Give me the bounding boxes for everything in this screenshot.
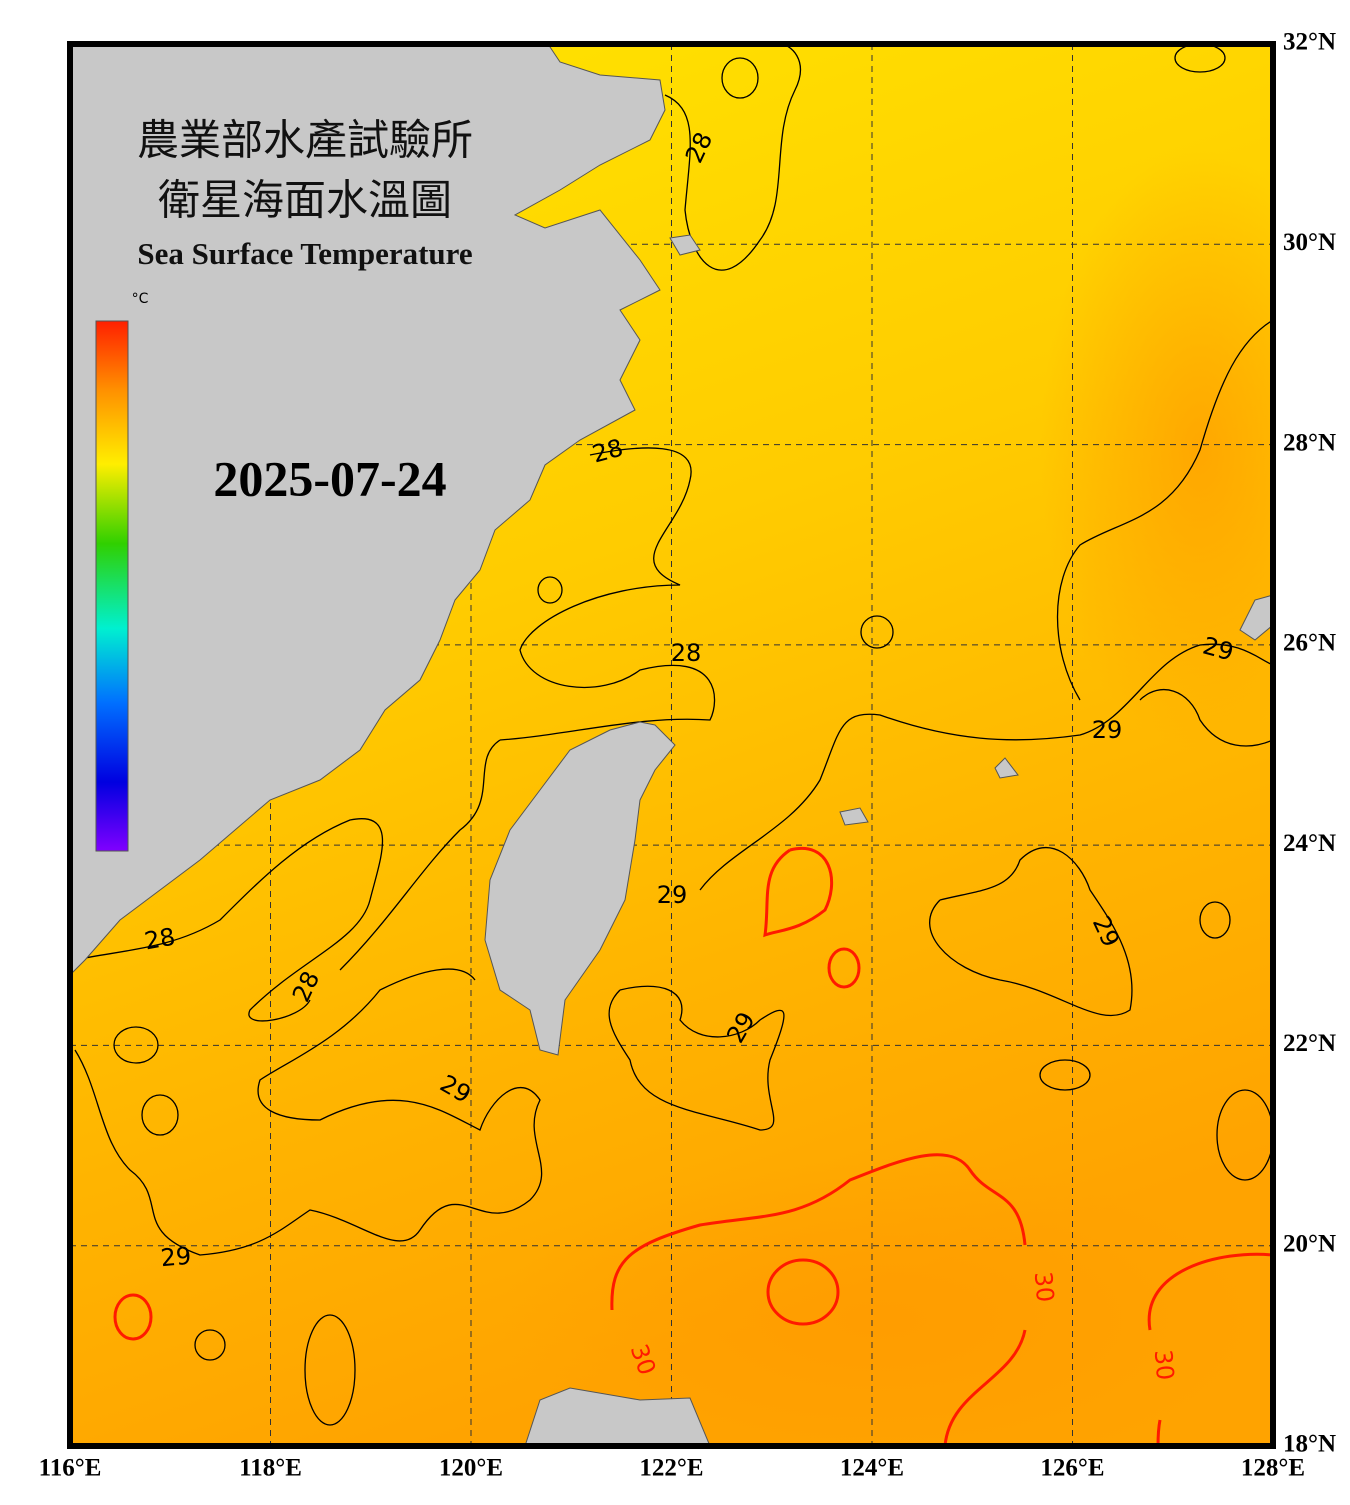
contour bbox=[763, 846, 834, 938]
title-line: 衛星海面水溫圖 bbox=[158, 179, 452, 225]
warm-area bbox=[1040, 150, 1273, 750]
contour-label: 29 bbox=[159, 1242, 192, 1273]
contour bbox=[1216, 1089, 1273, 1181]
map-area bbox=[70, 44, 1273, 1446]
contour-label: 29 bbox=[1092, 716, 1123, 744]
contour-label: 28 bbox=[671, 639, 702, 667]
contours-red bbox=[113, 846, 1273, 1446]
colorbar-unit: °C bbox=[132, 291, 149, 307]
contour bbox=[74, 968, 543, 1256]
contour bbox=[141, 1094, 179, 1136]
contour bbox=[608, 985, 785, 1131]
contour bbox=[304, 1314, 356, 1426]
contour bbox=[1056, 319, 1273, 701]
lon-tick-label: 126°E bbox=[1040, 1455, 1104, 1482]
contour bbox=[113, 1293, 153, 1341]
contour bbox=[1139, 689, 1273, 747]
contour bbox=[721, 57, 759, 99]
contour bbox=[339, 739, 501, 971]
contour bbox=[499, 447, 716, 741]
island bbox=[994, 757, 1019, 779]
contour bbox=[1174, 44, 1226, 73]
lat-tick-label: 24°N bbox=[1283, 830, 1336, 857]
lon-tick-label: 118°E bbox=[239, 1455, 302, 1482]
island bbox=[839, 807, 869, 826]
contour bbox=[194, 1329, 226, 1361]
contour bbox=[610, 1153, 1027, 1311]
contour bbox=[113, 1026, 159, 1064]
contour-label: 28 bbox=[142, 923, 177, 956]
contour bbox=[1147, 1252, 1273, 1331]
taiwan bbox=[484, 721, 676, 1056]
lon-tick-label: 116°E bbox=[39, 1455, 102, 1482]
luzon bbox=[524, 1387, 711, 1446]
colorbar: °C bbox=[95, 291, 149, 852]
lon-tick-label: 128°E bbox=[1241, 1455, 1305, 1482]
axes: 116°E 118°E 120°E 122°E 124°E 126°E 128°E18°N 2… bbox=[39, 29, 1336, 1482]
lat-tick-label: 30°N bbox=[1283, 229, 1336, 256]
lat-tick-label: 18°N bbox=[1283, 1431, 1336, 1458]
contour bbox=[74, 818, 384, 1022]
lat-tick-label: 20°N bbox=[1283, 1230, 1336, 1257]
contour bbox=[1039, 1059, 1091, 1091]
title-line: 農業部水產試驗所 bbox=[137, 118, 473, 165]
contour bbox=[537, 576, 563, 604]
subtitle: Sea Surface Temperature bbox=[137, 236, 472, 271]
lon-tick-label: 120°E bbox=[439, 1455, 503, 1482]
date: 2025-07-24 bbox=[213, 450, 446, 506]
contour bbox=[929, 846, 1133, 1017]
lon-tick-label: 124°E bbox=[840, 1455, 904, 1482]
contour-label: 29 bbox=[657, 881, 688, 909]
contours-black bbox=[74, 44, 1273, 1426]
contour bbox=[827, 947, 861, 989]
island bbox=[669, 234, 701, 256]
lat-tick-label: 28°N bbox=[1283, 429, 1336, 456]
lon-tick-label: 122°E bbox=[639, 1455, 703, 1482]
colorbar-gradient bbox=[95, 320, 129, 852]
contour bbox=[1199, 901, 1231, 939]
contour bbox=[664, 44, 801, 271]
lat-tick-label: 26°N bbox=[1283, 630, 1336, 657]
contour bbox=[699, 643, 1273, 891]
lat-tick-label: 32°N bbox=[1283, 29, 1336, 56]
island bbox=[1239, 594, 1273, 641]
contour bbox=[943, 1329, 1027, 1446]
frame bbox=[67, 41, 1276, 1449]
lat-tick-label: 22°N bbox=[1283, 1030, 1336, 1057]
contour bbox=[766, 1258, 840, 1326]
land bbox=[70, 44, 1273, 1446]
contour-label: 30 bbox=[1029, 1270, 1060, 1303]
contour bbox=[860, 615, 894, 649]
warm-area bbox=[500, 1160, 1260, 1446]
contour-label: 30 bbox=[1149, 1348, 1180, 1381]
mainland bbox=[70, 44, 666, 976]
